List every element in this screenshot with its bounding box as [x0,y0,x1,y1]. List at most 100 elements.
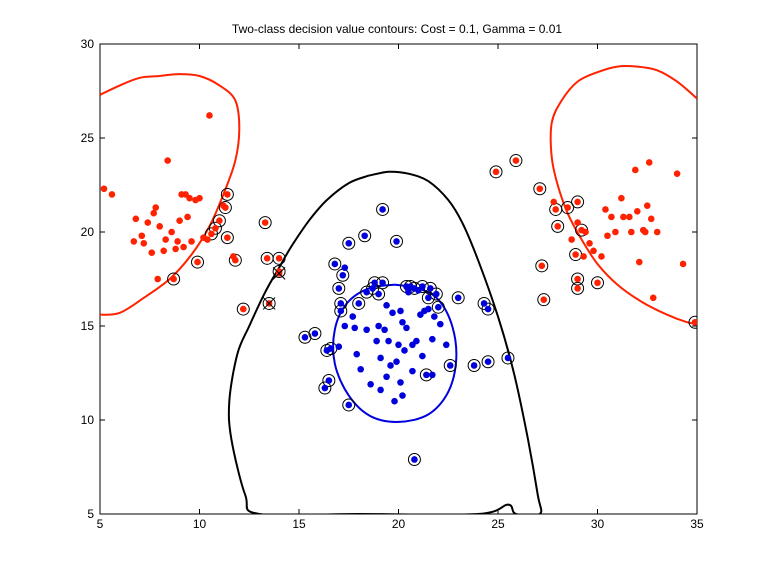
point-blue [373,337,380,345]
support-vector-ring [429,287,443,301]
point-blue [419,283,426,290]
point-blue [431,313,438,320]
point-red [574,198,581,206]
point-red [156,223,163,230]
support-vector-ring [328,257,342,271]
point-red [239,305,247,313]
support-vector-ring [212,214,226,228]
support-vector-ring [208,221,222,235]
point-blue [429,371,436,379]
point-red [188,238,195,245]
support-vector-ring [358,229,372,243]
point-red [208,230,215,238]
point-blue [480,300,488,307]
point-blue [436,320,444,328]
point-red [641,228,649,236]
point-blue [345,401,353,409]
point-red [598,253,605,260]
point-red [653,228,661,236]
point-blue [393,358,400,366]
point-blue [337,307,345,315]
support-vector-ring [220,231,234,245]
point-red [580,253,587,260]
point-red [492,168,500,176]
y-tick-label: 15 [81,319,95,333]
point-red [643,202,651,209]
point-blue [351,324,359,332]
point-red [212,224,219,232]
support-vector-ring [236,302,250,316]
point-blue [383,302,390,309]
support-vector-ring [191,255,205,269]
point-red [564,204,571,211]
point-blue [387,362,394,369]
point-blue [361,232,368,240]
point-blue [425,305,432,313]
point-red [196,194,203,202]
point-red [174,238,181,245]
support-vector-ring [272,264,286,278]
point-red [224,191,231,198]
point-red [170,275,177,283]
point-red [154,275,162,283]
support-vector-ring [372,287,386,301]
point-blue [484,305,492,313]
point-red [232,256,239,264]
point-blue [409,367,416,375]
point-red [540,296,548,303]
point-blue [425,294,432,302]
point-blue [395,341,402,349]
x-tick-label: 30 [591,517,605,531]
point-red [612,228,619,236]
point-red [647,215,655,223]
point-blue [389,309,396,317]
point-red [275,255,283,262]
point-red [552,206,560,213]
support-vector-ring [431,300,445,314]
point-red [550,198,558,206]
point-blue [470,362,478,369]
support-vector-ring [332,281,346,295]
point-blue [433,290,440,298]
support-vector-ring [535,259,549,273]
point-red [172,245,179,253]
point-red [263,255,271,262]
support-vector-ring [591,276,604,290]
point-red [132,215,140,223]
point-blue [349,313,357,320]
point-red [150,209,158,217]
point-blue [419,352,426,360]
point-red [206,112,213,119]
support-vector-ring [551,219,565,233]
point-blue [504,354,512,362]
point-blue [331,260,339,268]
support-vector-ring [451,291,465,305]
support-vector-ring [688,315,697,329]
point-blue [311,330,319,337]
point-red [144,219,152,226]
point-red [224,234,231,241]
x-tick-label: 25 [491,517,505,531]
point-red [679,260,687,268]
support-vector-ring [318,381,332,395]
point-blue [413,337,420,345]
support-vector-ring [376,202,390,216]
point-blue [339,271,347,279]
point-red [574,275,581,283]
point-red [691,318,697,326]
point-blue [383,373,390,381]
support-vector-ring [509,154,523,168]
point-blue [371,279,378,287]
point-blue [377,354,384,362]
y-tick-label: 5 [87,507,94,521]
point-red [180,243,187,251]
point-red [186,194,193,202]
point-red [261,219,269,226]
point-red [512,157,520,164]
x-tick-label: 10 [193,517,207,531]
support-vector-ring [322,374,336,388]
point-red [152,204,160,211]
misclassified-marker [272,267,286,280]
x-tick-label: 5 [97,517,104,531]
support-vector-ring [220,187,234,201]
